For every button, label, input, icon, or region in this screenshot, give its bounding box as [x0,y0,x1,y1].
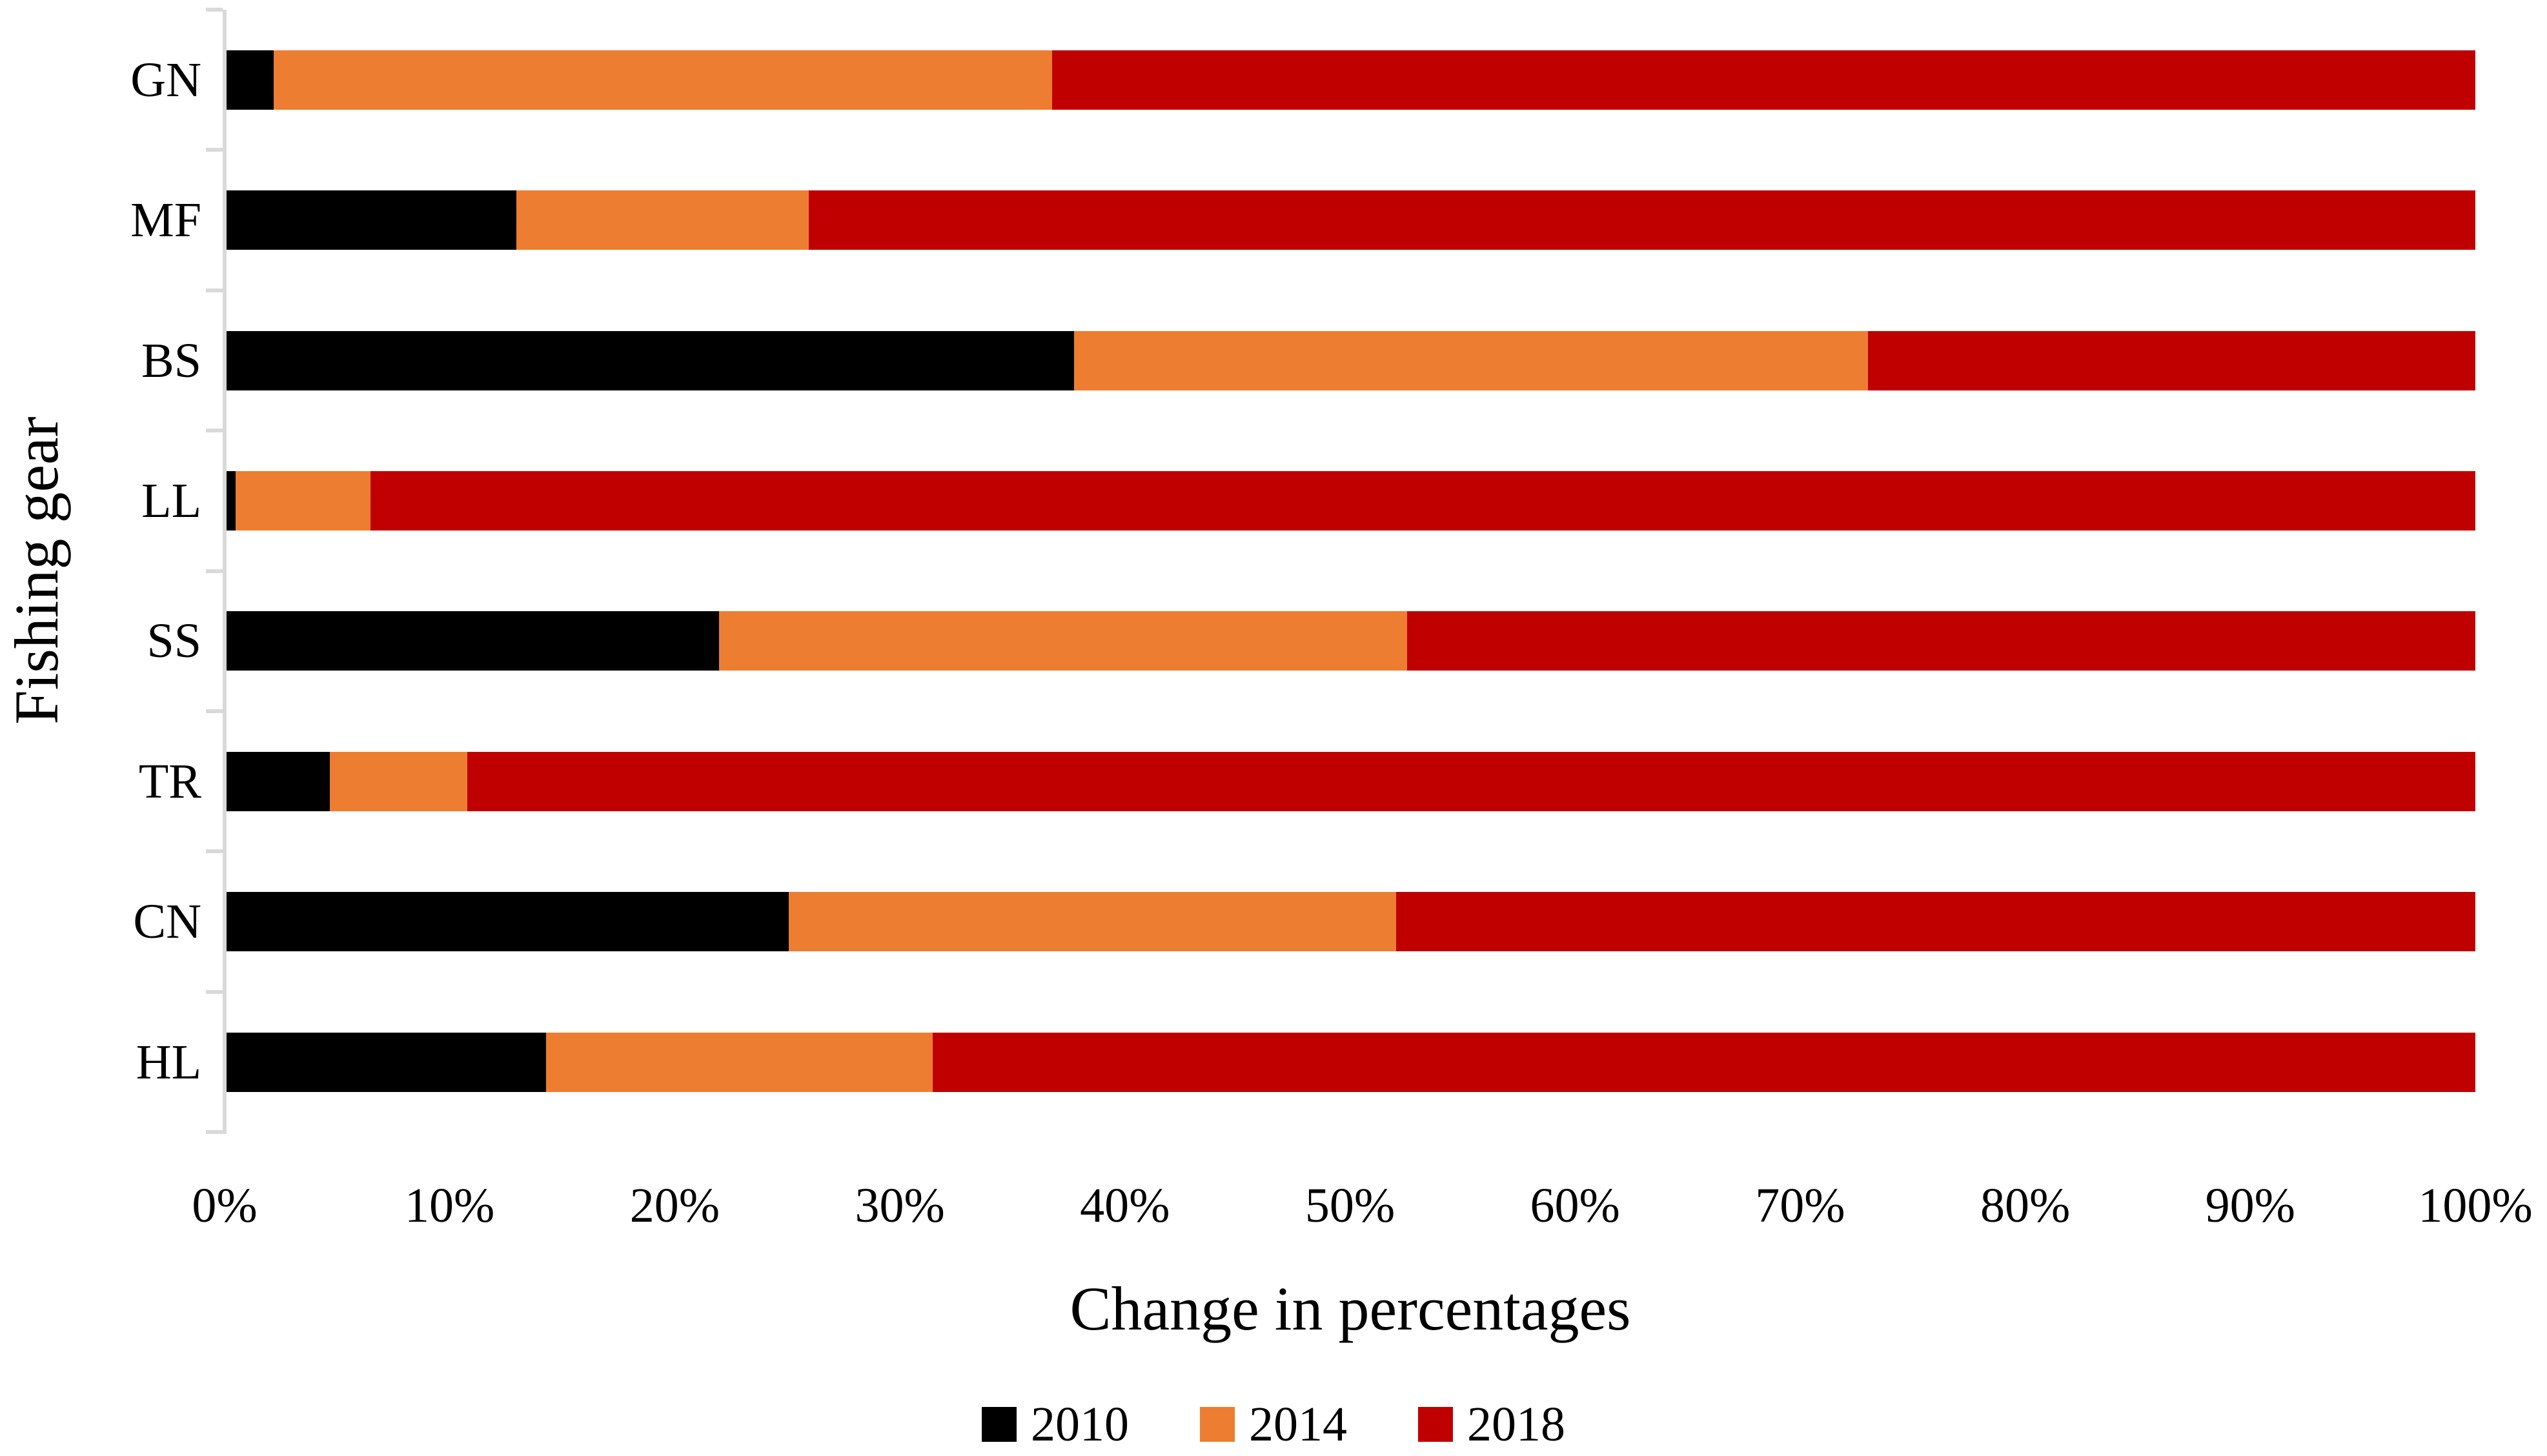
y-axis-tick [206,8,223,12]
legend: 2010 2014 2018 [0,1390,2547,1456]
category-label-tr: TR [138,754,201,809]
bar-row-cn [227,892,2475,952]
y-axis-tick [206,148,223,152]
y-axis-title: Fishing gear [2,416,71,725]
bar-row-mf [227,190,2475,250]
x-tick-label-70pct: 70% [1755,1178,1845,1233]
legend-item-2010: 2010 [982,1399,1129,1450]
legend-item-2014: 2014 [1200,1399,1347,1450]
x-tick-label-60pct: 60% [1530,1178,1620,1233]
bar-segment-gn-2010 [227,50,274,110]
x-tick-label-0pct: 0% [192,1178,258,1233]
legend-label-2014: 2014 [1249,1397,1347,1451]
bar-segment-ss-2014 [718,611,1408,671]
bar-segment-mf-2010 [227,190,517,250]
x-tick-label-40pct: 40% [1080,1178,1170,1233]
bar-segment-ss-2018 [1407,611,2475,671]
bar-segment-bs-2018 [1868,330,2475,390]
x-tick-label-30pct: 30% [855,1178,945,1233]
x-tick-label-50pct: 50% [1304,1178,1395,1233]
bar-segment-gn-2018 [1051,50,2475,110]
bar-segment-tr-2018 [467,751,2475,811]
bar-segment-cn-2014 [789,892,1396,952]
legend-item-2018: 2018 [1418,1399,1565,1450]
bar-segment-bs-2014 [1074,330,1869,390]
category-label-ss: SS [147,614,201,669]
x-tick-label-100pct: 100% [2418,1178,2533,1233]
category-label-hl: HL [136,1035,201,1089]
bar-segment-cn-2018 [1395,892,2475,952]
x-tick-label-20pct: 20% [629,1178,720,1233]
bar-row-hl [227,1032,2475,1092]
x-tick-label-90pct: 90% [2205,1178,2295,1233]
legend-label-2010: 2010 [1031,1397,1129,1451]
legend-swatch-2014 [1200,1407,1235,1442]
legend-label-2018: 2018 [1467,1397,1565,1451]
legend-swatch-2010 [982,1407,1017,1442]
legend-swatch-2018 [1418,1407,1453,1442]
bar-row-gn [227,50,2475,110]
y-axis-tick [206,709,223,713]
bar-segment-gn-2014 [274,50,1052,110]
y-axis-line [223,10,227,1134]
bar-segment-bs-2010 [227,330,1075,390]
bar-row-ll [227,470,2475,531]
category-label-ll: LL [141,473,201,528]
y-axis-tick [206,429,223,433]
bar-segment-hl-2010 [227,1032,546,1092]
bar-row-tr [227,751,2475,811]
category-label-gn: GN [130,52,201,107]
category-label-cn: CN [133,895,201,949]
y-axis-tick [206,288,223,292]
bar-segment-mf-2014 [516,190,809,250]
y-axis-tick [206,569,223,573]
x-tick-label-10pct: 10% [405,1178,495,1233]
x-tick-label-80pct: 80% [1980,1178,2071,1233]
category-label-mf: MF [130,193,201,248]
y-axis-tick [206,849,223,854]
bar-segment-hl-2018 [932,1032,2475,1092]
y-axis-tick [206,1130,223,1135]
bar-segment-ll-2010 [227,470,236,531]
bar-segment-cn-2010 [227,892,789,952]
x-axis-title: Change in percentages [1070,1274,1631,1343]
bar-segment-ll-2018 [370,470,2475,531]
bar-row-ss [227,611,2475,671]
bar-segment-ss-2010 [227,611,719,671]
category-label-bs: BS [141,333,201,388]
bar-segment-mf-2018 [809,190,2475,250]
bar-segment-ll-2014 [235,470,370,531]
bar-segment-tr-2010 [227,751,330,811]
bar-segment-hl-2014 [545,1032,933,1092]
bar-row-bs [227,330,2475,390]
bar-segment-tr-2014 [330,751,467,811]
y-axis-tick [206,989,223,994]
